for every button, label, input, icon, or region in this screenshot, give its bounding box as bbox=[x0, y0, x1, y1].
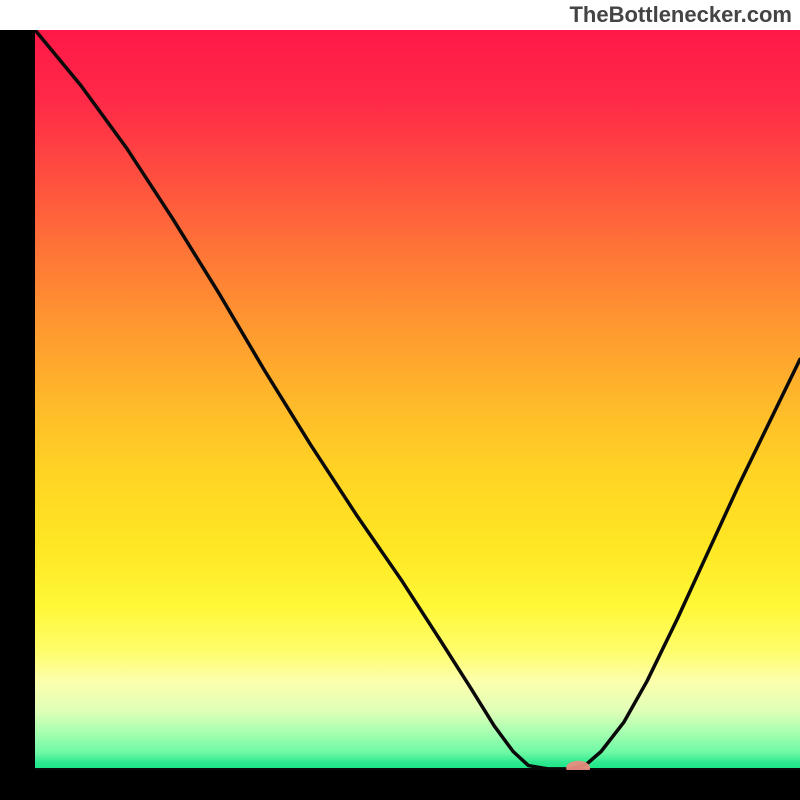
watermark-label: TheBottlenecker.com bbox=[569, 2, 792, 27]
watermark: TheBottlenecker.com bbox=[0, 0, 800, 30]
plot-area bbox=[35, 30, 800, 770]
gradient-background bbox=[35, 30, 800, 770]
chart-canvas: TheBottlenecker.com bbox=[0, 0, 800, 800]
